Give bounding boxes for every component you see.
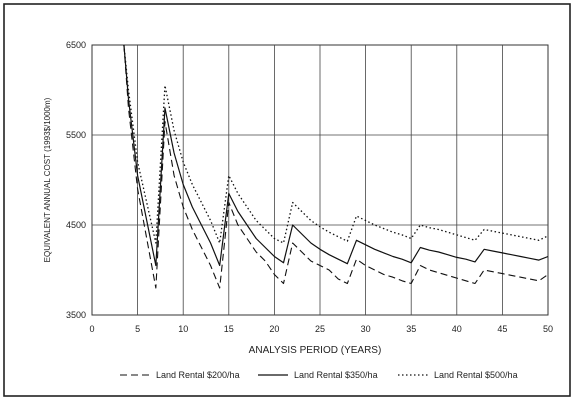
y-tick-label: 3500 [66,310,86,320]
legend-label: Land Rental $500/ha [434,370,518,380]
x-tick-label: 30 [361,324,371,334]
legend: Land Rental $200/ha Land Rental $350/ha La… [120,370,518,380]
x-axis-label: ANALYSIS PERIOD (YEARS) [249,345,382,356]
x-tick-label: 50 [543,324,553,334]
x-tick-label: 10 [178,324,188,334]
x-tick-label: 45 [497,324,507,334]
x-tick-label: 5 [135,324,140,334]
series-line [123,44,548,289]
y-tick-label: 6500 [66,40,86,50]
y-tick-label: 5500 [66,130,86,140]
x-tick-label: 15 [224,324,234,334]
x-tick-label: 35 [406,324,416,334]
y-tick-label: 4500 [66,220,86,230]
legend-label: Land Rental $200/ha [156,370,240,380]
series-line [123,44,548,244]
legend-label: Land Rental $350/ha [294,370,378,380]
y-axis-label: EQUIVALENT ANNUAL COST (1993$/1000m) [43,97,52,262]
plot-area: 0 5 10 15 20 25 30 35 40 45 50 3500 4500 5500 6500 [66,40,553,334]
x-tick-label: 0 [89,324,94,334]
x-tick-label: 20 [269,324,279,334]
series-line [123,44,548,267]
x-tick-label: 40 [452,324,462,334]
series-group [123,44,548,289]
x-tick-label: 25 [315,324,325,334]
